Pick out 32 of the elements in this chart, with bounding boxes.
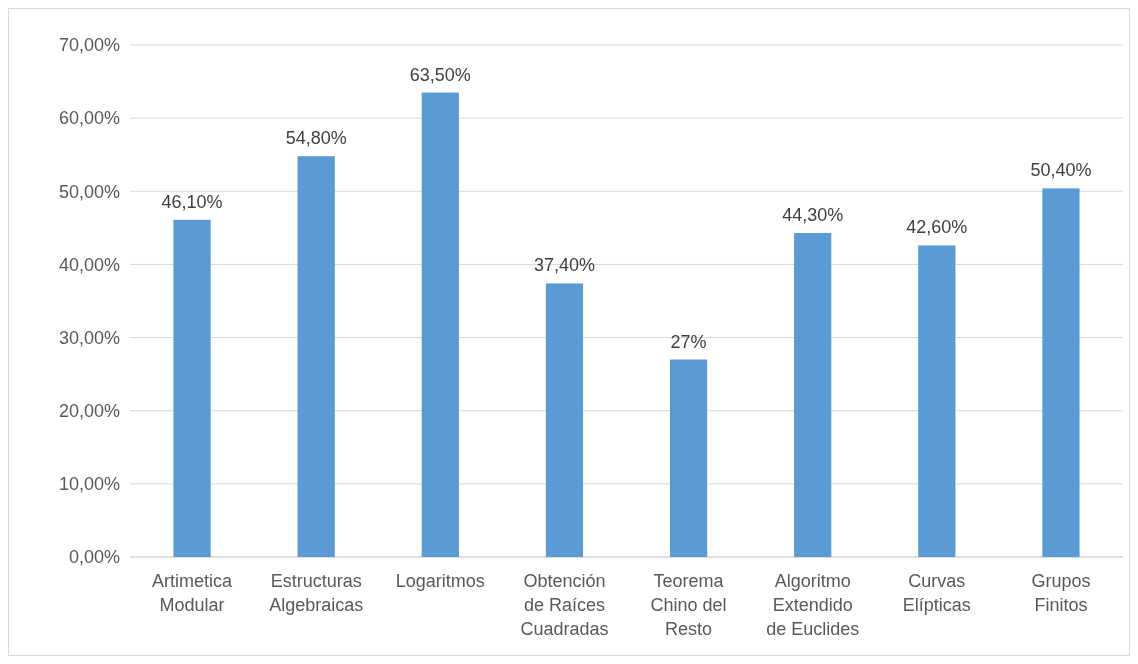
bar [297,156,335,557]
y-tick-label: 0,00% [68,547,120,568]
x-tick-label: Grupos Finitos [1031,571,1091,615]
data-label: 50,40% [1030,160,1092,181]
y-tick-label: 70,00% [58,35,120,56]
y-tick-label: 20,00% [58,401,120,422]
data-label: 37,40% [533,255,595,276]
x-tick-label: Algoritmo Extendido de Euclides [766,571,860,639]
bar [669,359,708,557]
bar [421,92,459,557]
y-tick-label: 60,00% [58,108,120,129]
bar [918,245,956,557]
x-tick-label: Logaritmos [395,571,485,591]
x-tick-label: Obtención de Raíces Cuadradas [520,571,609,639]
bar [1042,188,1080,557]
y-tick-label: 30,00% [58,327,120,348]
x-tick-label: Artimetica Modular [152,571,234,615]
bar [545,283,584,557]
bar [794,232,832,557]
x-tick-label: Estructuras Algebraicas [269,571,364,615]
y-tick-label: 40,00% [58,254,120,275]
y-tick-label: 50,00% [58,181,120,202]
y-tick-label: 10,00% [58,474,120,495]
x-tick-label: Curvas Elípticas [902,571,971,615]
data-label: 44,30% [782,204,844,225]
data-label: 54,80% [285,128,347,149]
data-label: 27% [670,331,707,352]
data-label: 46,10% [161,191,223,212]
bar [173,219,211,557]
data-label: 63,50% [409,64,471,85]
data-label: 42,60% [906,217,968,238]
x-tick-label: Teorema Chino del Resto [650,571,727,639]
